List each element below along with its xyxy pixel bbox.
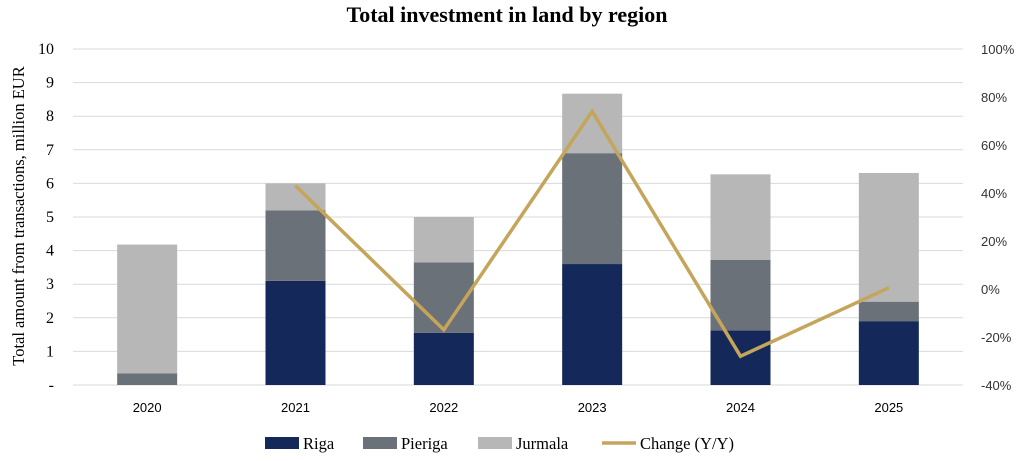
chart-title: Total investment in land by region [347,2,668,27]
bar-pieriga-2021 [265,210,326,281]
legend-swatch [363,437,397,449]
y-tick-label: 3 [46,276,54,293]
bars-group [117,93,919,385]
line-series-group [294,108,890,359]
x-tick-label: 2021 [281,400,310,415]
bar-riga-2021 [265,280,326,385]
x-tick-label: 2025 [874,400,903,415]
y-tick-label: 10 [38,41,54,58]
bar-riga-2022 [413,332,474,385]
y-tick-label: 7 [46,142,54,159]
y2-tick-label: -20% [981,330,1012,345]
y-tick-label: 2 [46,310,54,327]
legend-label: Change (Y/Y) [640,434,734,453]
legend-label: Riga [303,434,335,453]
bar-pieriga-2024 [710,260,771,331]
y-axis-ticks: - 1 2 3 4 5 6 7 8 9 10 [38,41,54,394]
bar-riga-2025 [858,321,919,385]
y2-tick-label: 100% [981,42,1015,57]
x-tick-label: 2022 [429,400,458,415]
y2-tick-label: -40% [981,378,1012,393]
y-tick-label: 9 [46,75,54,92]
bar-pieriga-2025 [858,301,919,322]
y2-tick-label: 60% [981,138,1007,153]
bar-jurmala-2024 [710,174,771,261]
y-tick-label: 1 [46,343,54,360]
legend-label: Jurmala [516,434,569,453]
x-tick-label: 2020 [133,400,162,415]
y2-tick-label: 80% [981,90,1007,105]
legend: Riga Pieriga Jurmala Change (Y/Y) [265,434,734,453]
bar-jurmala-2025 [858,172,919,302]
y2-tick-label: 20% [981,234,1007,249]
y-tick-label: 8 [46,108,54,125]
y-tick-label: 5 [46,209,54,226]
line-series-change-yy [294,108,890,359]
x-axis-ticks: 2020 2021 2022 2023 2024 2025 [133,400,904,415]
x-tick-label: 2024 [726,400,755,415]
bar-jurmala-2020 [117,244,178,374]
y2-tick-label: 40% [981,186,1007,201]
legend-swatch [478,437,512,449]
legend-swatch [265,437,299,449]
y-axis-label: Total amount from transactions, million … [9,66,28,365]
y2-tick-label: 0% [981,282,1000,297]
y2-axis-ticks: -40% -20% 0% 20% 40% 60% 80% 100% [981,42,1015,393]
bar-jurmala-2022 [413,217,474,263]
y-tick-label: 4 [46,243,54,260]
y-tick-label: 6 [46,175,54,192]
legend-label: Pieriga [401,434,448,453]
bar-riga-2023 [562,264,623,385]
bar-pieriga-2023 [562,153,623,265]
x-tick-label: 2023 [578,400,607,415]
y-tick-label: - [49,377,54,394]
bar-pieriga-2020 [117,373,178,385]
gridlines [73,48,963,386]
